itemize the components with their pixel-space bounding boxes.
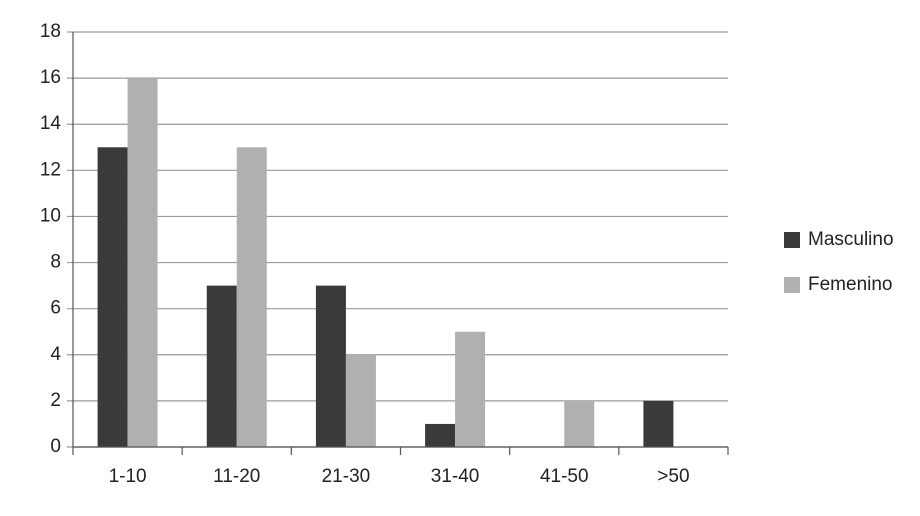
y-tick-label: 16: [40, 67, 61, 88]
y-tick-label: 8: [50, 252, 61, 273]
x-tick-label: 1-10: [109, 466, 147, 487]
bar: [315, 285, 346, 447]
y-tick-label: 18: [40, 21, 61, 42]
bar: [127, 78, 158, 447]
legend-swatch: [784, 232, 800, 248]
bar: [97, 147, 128, 447]
x-tick-label: 21-30: [322, 466, 371, 487]
y-tick-label: 0: [50, 436, 61, 457]
bar: [236, 147, 267, 447]
y-tick-label: 6: [50, 298, 61, 319]
bar: [206, 285, 237, 447]
y-tick-label: 12: [40, 159, 61, 180]
x-tick-label: >50: [657, 466, 689, 487]
x-tick-label: 31-40: [431, 466, 480, 487]
bar: [425, 423, 456, 447]
x-tick-label: 11-20: [213, 466, 260, 487]
bar: [345, 354, 376, 447]
x-tick-label: 41-50: [540, 466, 589, 487]
bar: [643, 400, 674, 447]
legend-label: Femenino: [808, 274, 893, 295]
y-tick-label: 4: [50, 344, 61, 365]
legend-swatch: [784, 277, 800, 293]
bar: [455, 331, 486, 447]
legend-label: Masculino: [808, 229, 894, 250]
y-tick-label: 2: [50, 390, 61, 411]
y-tick-label: 10: [40, 205, 61, 226]
bar: [564, 400, 595, 447]
y-tick-label: 14: [40, 113, 62, 134]
